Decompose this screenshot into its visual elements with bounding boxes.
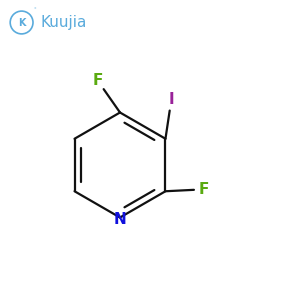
Text: F: F (93, 73, 103, 88)
Text: I: I (169, 92, 174, 107)
Text: N: N (114, 212, 126, 227)
Text: F: F (199, 182, 209, 197)
Text: K: K (18, 17, 25, 28)
Text: °: ° (33, 7, 36, 12)
Text: Kuujia: Kuujia (40, 15, 87, 30)
